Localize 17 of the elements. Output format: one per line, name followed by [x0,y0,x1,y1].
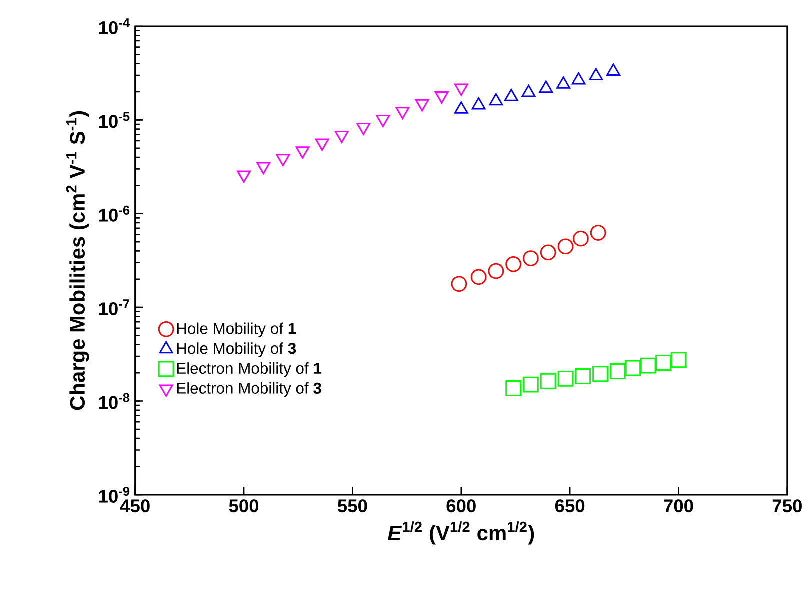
legend-label: Electron Mobility of 1 [177,362,322,378]
y-tick-label: 10$^{-8}$ [99,393,130,410]
x-tick-label: 750 [772,499,802,512]
y-tick-label: 10$^{-5}$ [99,112,130,128]
legend-label: Hole Mobility of 3 [177,342,296,358]
y-tick-label: 10$^{-6}$ [99,206,130,222]
x-tick-label: 500 [229,499,259,512]
y-axis-title: Charge Mobilities (cm$^{2}$ V$^{-1}$ S$^{-1}$) [66,111,90,410]
y-tick-label: 10$^{-4}$ [99,18,130,34]
x-tick-label: 600 [446,499,476,512]
x-tick-label: 650 [555,499,585,512]
x-axis-title: E$^{1/2}$ (V$^{1/2}$ cm$^{1/2}$) [388,521,534,545]
y-tick-label: 10$^{-7}$ [99,300,130,316]
x-tick-label: 700 [664,499,694,512]
legend-label: Hole Mobility of 1 [177,322,296,338]
x-tick-label: 550 [338,499,368,512]
legend-label: Electron Mobility of 3 [177,382,322,397]
